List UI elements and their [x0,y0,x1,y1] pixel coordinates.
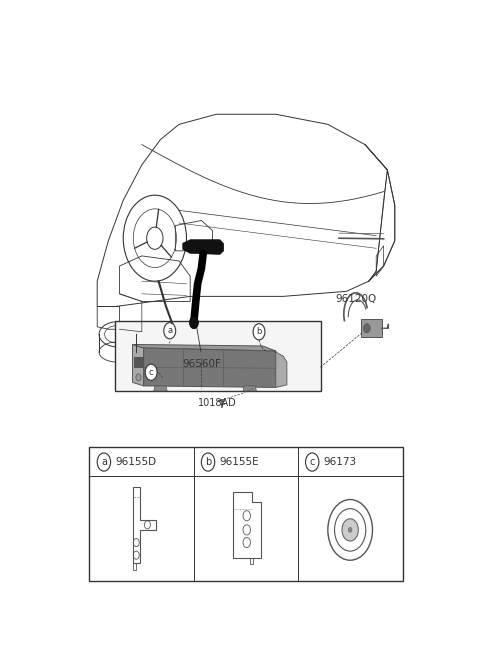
Circle shape [136,374,141,381]
Circle shape [363,324,370,333]
Text: b: b [205,457,211,467]
Text: c: c [310,457,315,467]
Text: 96120Q: 96120Q [335,294,376,304]
Text: b: b [256,327,262,336]
Circle shape [253,324,265,340]
Circle shape [348,528,352,532]
Text: a: a [101,457,107,467]
Text: 1018AD: 1018AD [198,397,236,407]
FancyBboxPatch shape [133,357,143,367]
Text: 96173: 96173 [324,457,357,467]
Circle shape [305,453,319,471]
Circle shape [145,364,157,380]
Circle shape [342,519,359,541]
Polygon shape [274,351,287,388]
Polygon shape [219,399,224,401]
Text: c: c [149,368,154,376]
FancyBboxPatch shape [361,319,382,337]
Circle shape [202,453,215,471]
Text: 96155D: 96155D [115,457,156,467]
Text: a: a [167,327,172,335]
Polygon shape [243,386,256,391]
Polygon shape [132,344,144,386]
FancyBboxPatch shape [115,321,321,391]
Circle shape [190,317,198,328]
Polygon shape [183,240,224,254]
Polygon shape [144,348,276,388]
Polygon shape [154,386,167,391]
Polygon shape [132,344,276,351]
FancyBboxPatch shape [89,447,403,581]
Circle shape [164,323,176,339]
Circle shape [97,453,110,471]
Text: 96155E: 96155E [219,457,259,467]
Text: 96560F: 96560F [182,359,221,369]
